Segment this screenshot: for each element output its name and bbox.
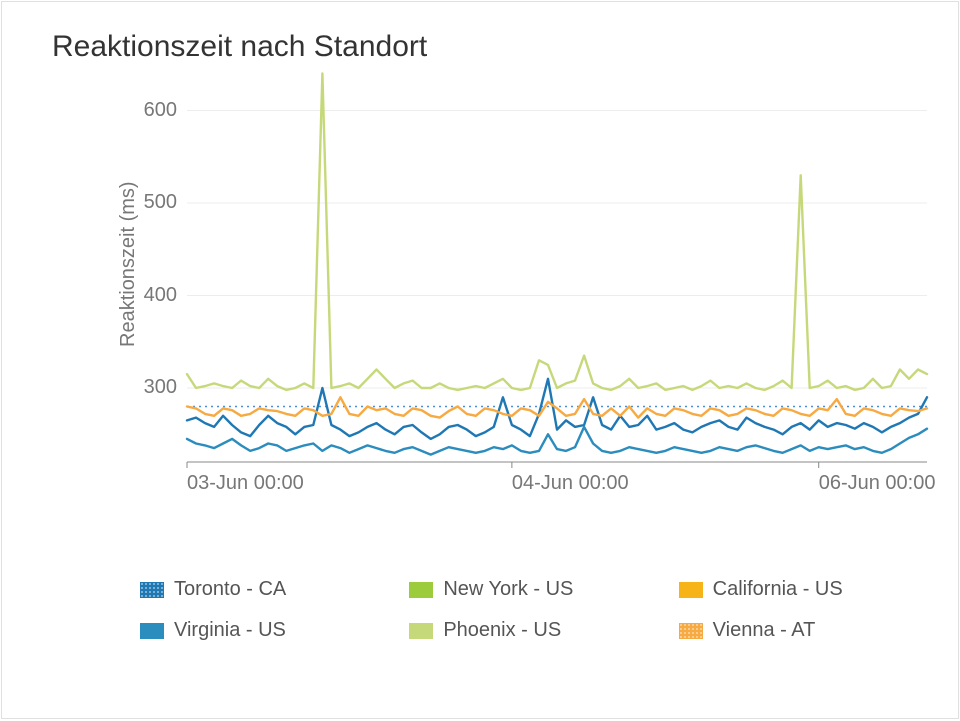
legend-label: Toronto - CA — [174, 578, 286, 601]
y-tick-label: 400 — [129, 284, 177, 307]
chart-card: Reaktionszeit nach Standort Reaktionszei… — [1, 1, 959, 719]
legend-item[interactable]: New York - US — [409, 578, 650, 601]
legend-swatch — [140, 582, 164, 598]
y-tick-label: 600 — [129, 99, 177, 122]
chart-plot — [187, 92, 927, 462]
legend-label: Virginia - US — [174, 619, 286, 642]
legend-label: Vienna - AT — [713, 619, 816, 642]
y-tick-label: 500 — [129, 191, 177, 214]
legend-item[interactable]: Phoenix - US — [409, 619, 650, 642]
chart-legend: Toronto - CA New York - US California - US… — [140, 578, 920, 642]
y-tick-label: 300 — [129, 376, 177, 399]
legend-item[interactable]: Vienna - AT — [679, 619, 920, 642]
legend-label: California - US — [713, 578, 843, 601]
x-tick-label: 03-Jun 00:00 — [187, 472, 304, 495]
legend-swatch — [140, 623, 164, 639]
legend-item[interactable]: Toronto - CA — [140, 578, 381, 601]
legend-swatch — [409, 623, 433, 639]
legend-swatch — [679, 623, 703, 639]
legend-label: Phoenix - US — [443, 619, 561, 642]
legend-item[interactable]: California - US — [679, 578, 920, 601]
x-tick-label: 04-Jun 00:00 — [512, 472, 629, 495]
x-tick-label: 06-Jun 00:00 — [819, 472, 936, 495]
legend-label: New York - US — [443, 578, 573, 601]
legend-swatch — [679, 582, 703, 598]
legend-item[interactable]: Virginia - US — [140, 619, 381, 642]
legend-swatch — [409, 582, 433, 598]
chart-title: Reaktionszeit nach Standort — [52, 30, 427, 64]
